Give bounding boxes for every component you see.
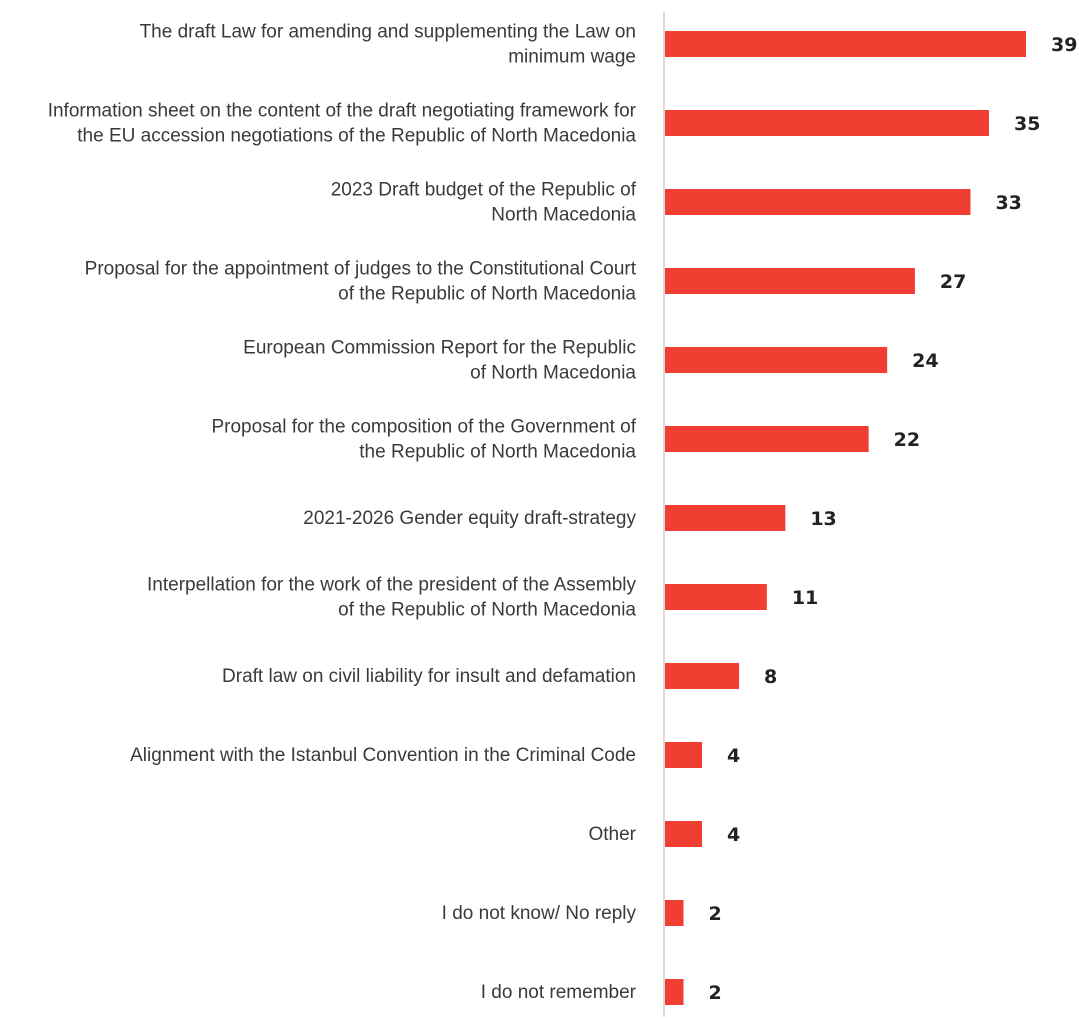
bar bbox=[665, 900, 684, 926]
category-label: Interpellation for the work of the presi… bbox=[147, 575, 636, 621]
category-label-line: of the Republic of North Macedonia bbox=[338, 600, 636, 621]
value-label: 2 bbox=[709, 903, 722, 925]
bar bbox=[665, 821, 703, 847]
category-label-line: the Republic of North Macedonia bbox=[359, 442, 636, 463]
bar bbox=[665, 979, 684, 1005]
category-labels-group: The draft Law for amending and supplemen… bbox=[48, 22, 637, 1004]
category-label: Other bbox=[588, 824, 636, 845]
category-label-line: Alignment with the Istanbul Convention i… bbox=[130, 745, 636, 766]
value-label: 39 bbox=[1051, 34, 1077, 56]
category-label-line: of the Republic of North Macedonia bbox=[338, 284, 636, 305]
category-label-line: minimum wage bbox=[508, 47, 636, 68]
bars-group bbox=[665, 31, 1026, 1005]
category-label-line: Other bbox=[588, 824, 636, 845]
category-label: Alignment with the Istanbul Convention i… bbox=[130, 745, 636, 766]
category-label: Draft law on civil liability for insult … bbox=[222, 666, 636, 687]
category-label-line: Proposal for the composition of the Gove… bbox=[211, 417, 636, 438]
category-label-line: European Commission Report for the Repub… bbox=[243, 338, 636, 359]
bar bbox=[665, 505, 786, 531]
category-label-line: Interpellation for the work of the presi… bbox=[147, 575, 636, 596]
category-label-line: I do not remember bbox=[481, 982, 637, 1003]
category-label: 2021-2026 Gender equity draft-strategy bbox=[303, 508, 636, 529]
category-label-line: North Macedonia bbox=[491, 205, 636, 226]
value-label: 35 bbox=[1014, 113, 1040, 135]
value-label: 22 bbox=[894, 429, 920, 451]
category-label-line: Information sheet on the content of the … bbox=[48, 101, 637, 122]
category-label: I do not know/ No reply bbox=[442, 903, 637, 924]
category-label-line: the EU accession negotiations of the Rep… bbox=[77, 126, 636, 147]
bar bbox=[665, 426, 869, 452]
bar bbox=[665, 31, 1026, 57]
category-label: Proposal for the composition of the Gove… bbox=[211, 417, 636, 463]
bar bbox=[665, 189, 971, 215]
category-label: The draft Law for amending and supplemen… bbox=[140, 22, 636, 68]
value-label: 8 bbox=[764, 666, 777, 688]
bar bbox=[665, 268, 915, 294]
category-label-line: 2021-2026 Gender equity draft-strategy bbox=[303, 508, 636, 529]
category-label-line: I do not know/ No reply bbox=[442, 903, 637, 924]
bar bbox=[665, 584, 767, 610]
category-label-line: The draft Law for amending and supplemen… bbox=[140, 22, 636, 43]
category-label: I do not remember bbox=[481, 982, 637, 1003]
value-label: 33 bbox=[995, 192, 1021, 214]
bar bbox=[665, 347, 888, 373]
category-label-line: 2023 Draft budget of the Republic of bbox=[331, 180, 637, 201]
value-label: 4 bbox=[727, 824, 740, 846]
value-label: 2 bbox=[709, 982, 722, 1004]
bar bbox=[665, 663, 740, 689]
category-label: Proposal for the appointment of judges t… bbox=[85, 259, 637, 305]
bar bbox=[665, 110, 989, 136]
category-label: 2023 Draft budget of the Republic of Nort… bbox=[331, 180, 637, 226]
bar bbox=[665, 742, 703, 768]
value-label: 11 bbox=[792, 587, 818, 609]
category-label-line: of North Macedonia bbox=[470, 363, 636, 384]
value-label: 13 bbox=[810, 508, 836, 530]
category-label-line: Draft law on civil liability for insult … bbox=[222, 666, 636, 687]
category-label-line: Proposal for the appointment of judges t… bbox=[85, 259, 637, 280]
value-label: 24 bbox=[912, 350, 938, 372]
value-label: 4 bbox=[727, 745, 740, 767]
value-label: 27 bbox=[940, 271, 966, 293]
category-label: European Commission Report for the Repub… bbox=[243, 338, 636, 384]
category-label: Information sheet on the content of the … bbox=[48, 101, 637, 147]
